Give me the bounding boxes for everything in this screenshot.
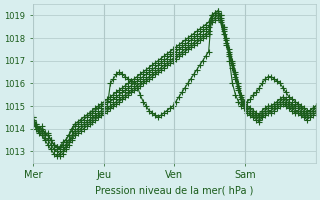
X-axis label: Pression niveau de la mer( hPa ): Pression niveau de la mer( hPa ) — [95, 186, 253, 196]
